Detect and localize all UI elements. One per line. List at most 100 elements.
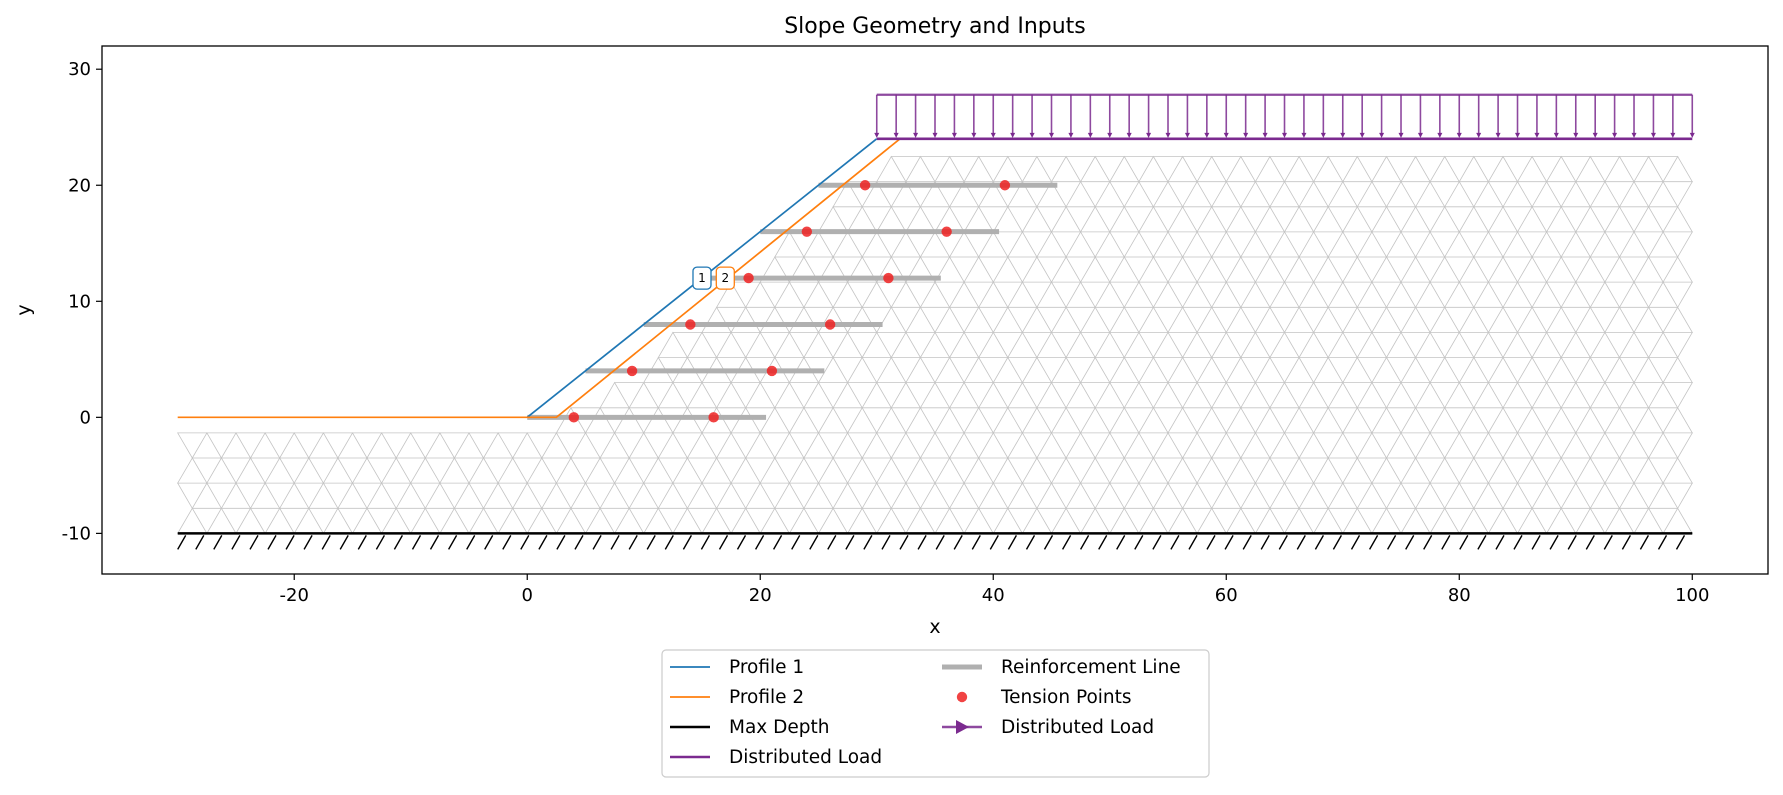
legend-distributed-load: Distributed Load <box>670 747 882 768</box>
distributed-load-arrow <box>1087 94 1093 138</box>
distributed-load-arrow <box>1689 94 1695 138</box>
distributed-load-arrow <box>990 94 996 138</box>
y-tick-label: 0 <box>80 407 91 428</box>
distributed-load-arrow <box>1146 94 1152 138</box>
tension-point <box>766 365 778 377</box>
distributed-load-arrow <box>1068 94 1074 138</box>
distributed-load-arrow <box>874 94 880 138</box>
tension-point <box>626 365 638 377</box>
x-tick-label: 100 <box>1675 585 1709 606</box>
distributed-load-arrow <box>1126 94 1132 138</box>
mesh-layer <box>177 155 1693 535</box>
arrow-head <box>1049 132 1055 138</box>
distributed-load-arrow <box>1010 94 1016 138</box>
tension-point <box>708 412 719 423</box>
distributed-load-arrow <box>1670 94 1676 138</box>
profile-1-badge-text: 1 <box>698 271 706 285</box>
distributed-load-arrow <box>971 94 977 138</box>
arrow-head <box>1573 132 1579 138</box>
tension-point <box>685 319 696 330</box>
legend-arrow-head <box>956 720 969 734</box>
arrow-head <box>913 132 919 138</box>
distributed-load-arrow <box>1476 94 1482 138</box>
distributed-load-arrow <box>1573 94 1579 138</box>
distributed-load-arrow <box>1243 94 1249 138</box>
distributed-load-arrow <box>1456 94 1462 138</box>
arrow-head <box>1301 132 1307 138</box>
distributed-load-arrow <box>1165 94 1171 138</box>
distributed-load-arrow <box>951 94 957 138</box>
legend-max-depth: Max Depth <box>670 717 829 738</box>
distributed-load-arrow <box>1184 94 1190 138</box>
legend-profile-1-label: Profile 1 <box>729 657 804 678</box>
x-tick-label: 80 <box>1448 585 1471 606</box>
arrow-head <box>1068 132 1074 138</box>
arrow-head <box>1243 132 1249 138</box>
x-tick-label: 60 <box>1215 585 1238 606</box>
legend-profile-1: Profile 1 <box>670 657 804 678</box>
profile-2-badge-box <box>715 266 735 290</box>
distributed-load-arrow <box>1534 94 1540 138</box>
arrow-head <box>1359 132 1365 138</box>
arrow-head <box>1476 132 1482 138</box>
arrow-head <box>1204 132 1210 138</box>
distributed-load-arrow <box>1379 94 1385 138</box>
distributed-load-arrow <box>1437 94 1443 138</box>
arrow-head <box>1534 132 1540 138</box>
arrow-head <box>971 132 977 138</box>
distributed-load-arrow <box>1359 94 1365 138</box>
distributed-load-arrow <box>1417 94 1423 138</box>
mesh-triangles <box>177 155 1693 535</box>
arrow-head <box>1126 132 1132 138</box>
distributed-load-arrow <box>1320 94 1326 138</box>
arrow-head <box>1456 132 1462 138</box>
distributed-load-arrow <box>1340 94 1346 138</box>
chart-title: Slope Geometry and Inputs <box>784 14 1086 39</box>
arrow-head <box>1146 132 1152 138</box>
arrow-head <box>1379 132 1385 138</box>
arrow-head <box>990 132 996 138</box>
distributed-load-arrow <box>1495 94 1501 138</box>
y-axis-label: y <box>13 304 35 315</box>
profile-1-badge: 1 <box>692 266 712 290</box>
distributed-load-arrow <box>1262 94 1268 138</box>
arrow-head <box>1165 132 1171 138</box>
plot-frame <box>101 45 1769 575</box>
arrow-head <box>1262 132 1268 138</box>
arrow-head <box>1553 132 1559 138</box>
tension-point <box>743 272 754 284</box>
arrow-head <box>951 132 957 138</box>
distributed-load-arrow <box>1515 94 1521 138</box>
arrow-head <box>932 132 938 138</box>
arrow-head <box>1223 132 1229 138</box>
profile-1-badge-box <box>692 266 712 290</box>
distributed-load-arrow <box>1029 94 1035 138</box>
distributed-load-arrow <box>1650 94 1656 138</box>
x-tick-label: -20 <box>280 585 309 606</box>
tension-point <box>859 180 871 191</box>
legend: Profile 1 Profile 2 Max Depth Distributed L… <box>661 649 1210 778</box>
arrow-head <box>1417 132 1423 138</box>
profile-2-badge: 2 <box>715 266 735 290</box>
distributed-load-arrow <box>932 94 938 138</box>
legend-distributed-load-label: Distributed Load <box>729 747 882 768</box>
arrow-head <box>1670 132 1676 138</box>
distributed-load-arrow <box>1204 94 1210 138</box>
arrow-head <box>1398 132 1404 138</box>
tension-point <box>801 226 813 237</box>
tension-point <box>568 412 580 423</box>
x-tick-label: 0 <box>522 585 533 606</box>
tension-point <box>999 180 1011 191</box>
distributed-load-arrow <box>913 94 919 138</box>
y-tick-label: 10 <box>68 291 91 312</box>
legend-reinforcement-line-label: Reinforcement Line <box>1001 657 1181 678</box>
distributed-load-arrow <box>1107 94 1113 138</box>
legend-swatch <box>956 691 968 703</box>
max-depth-hatching <box>177 535 1686 550</box>
legend-reinforcement-line: Reinforcement Line <box>942 657 1181 678</box>
legend-profile-2-label: Profile 2 <box>729 687 804 708</box>
arrow-head <box>1107 132 1113 138</box>
legend-frame <box>661 649 1210 778</box>
